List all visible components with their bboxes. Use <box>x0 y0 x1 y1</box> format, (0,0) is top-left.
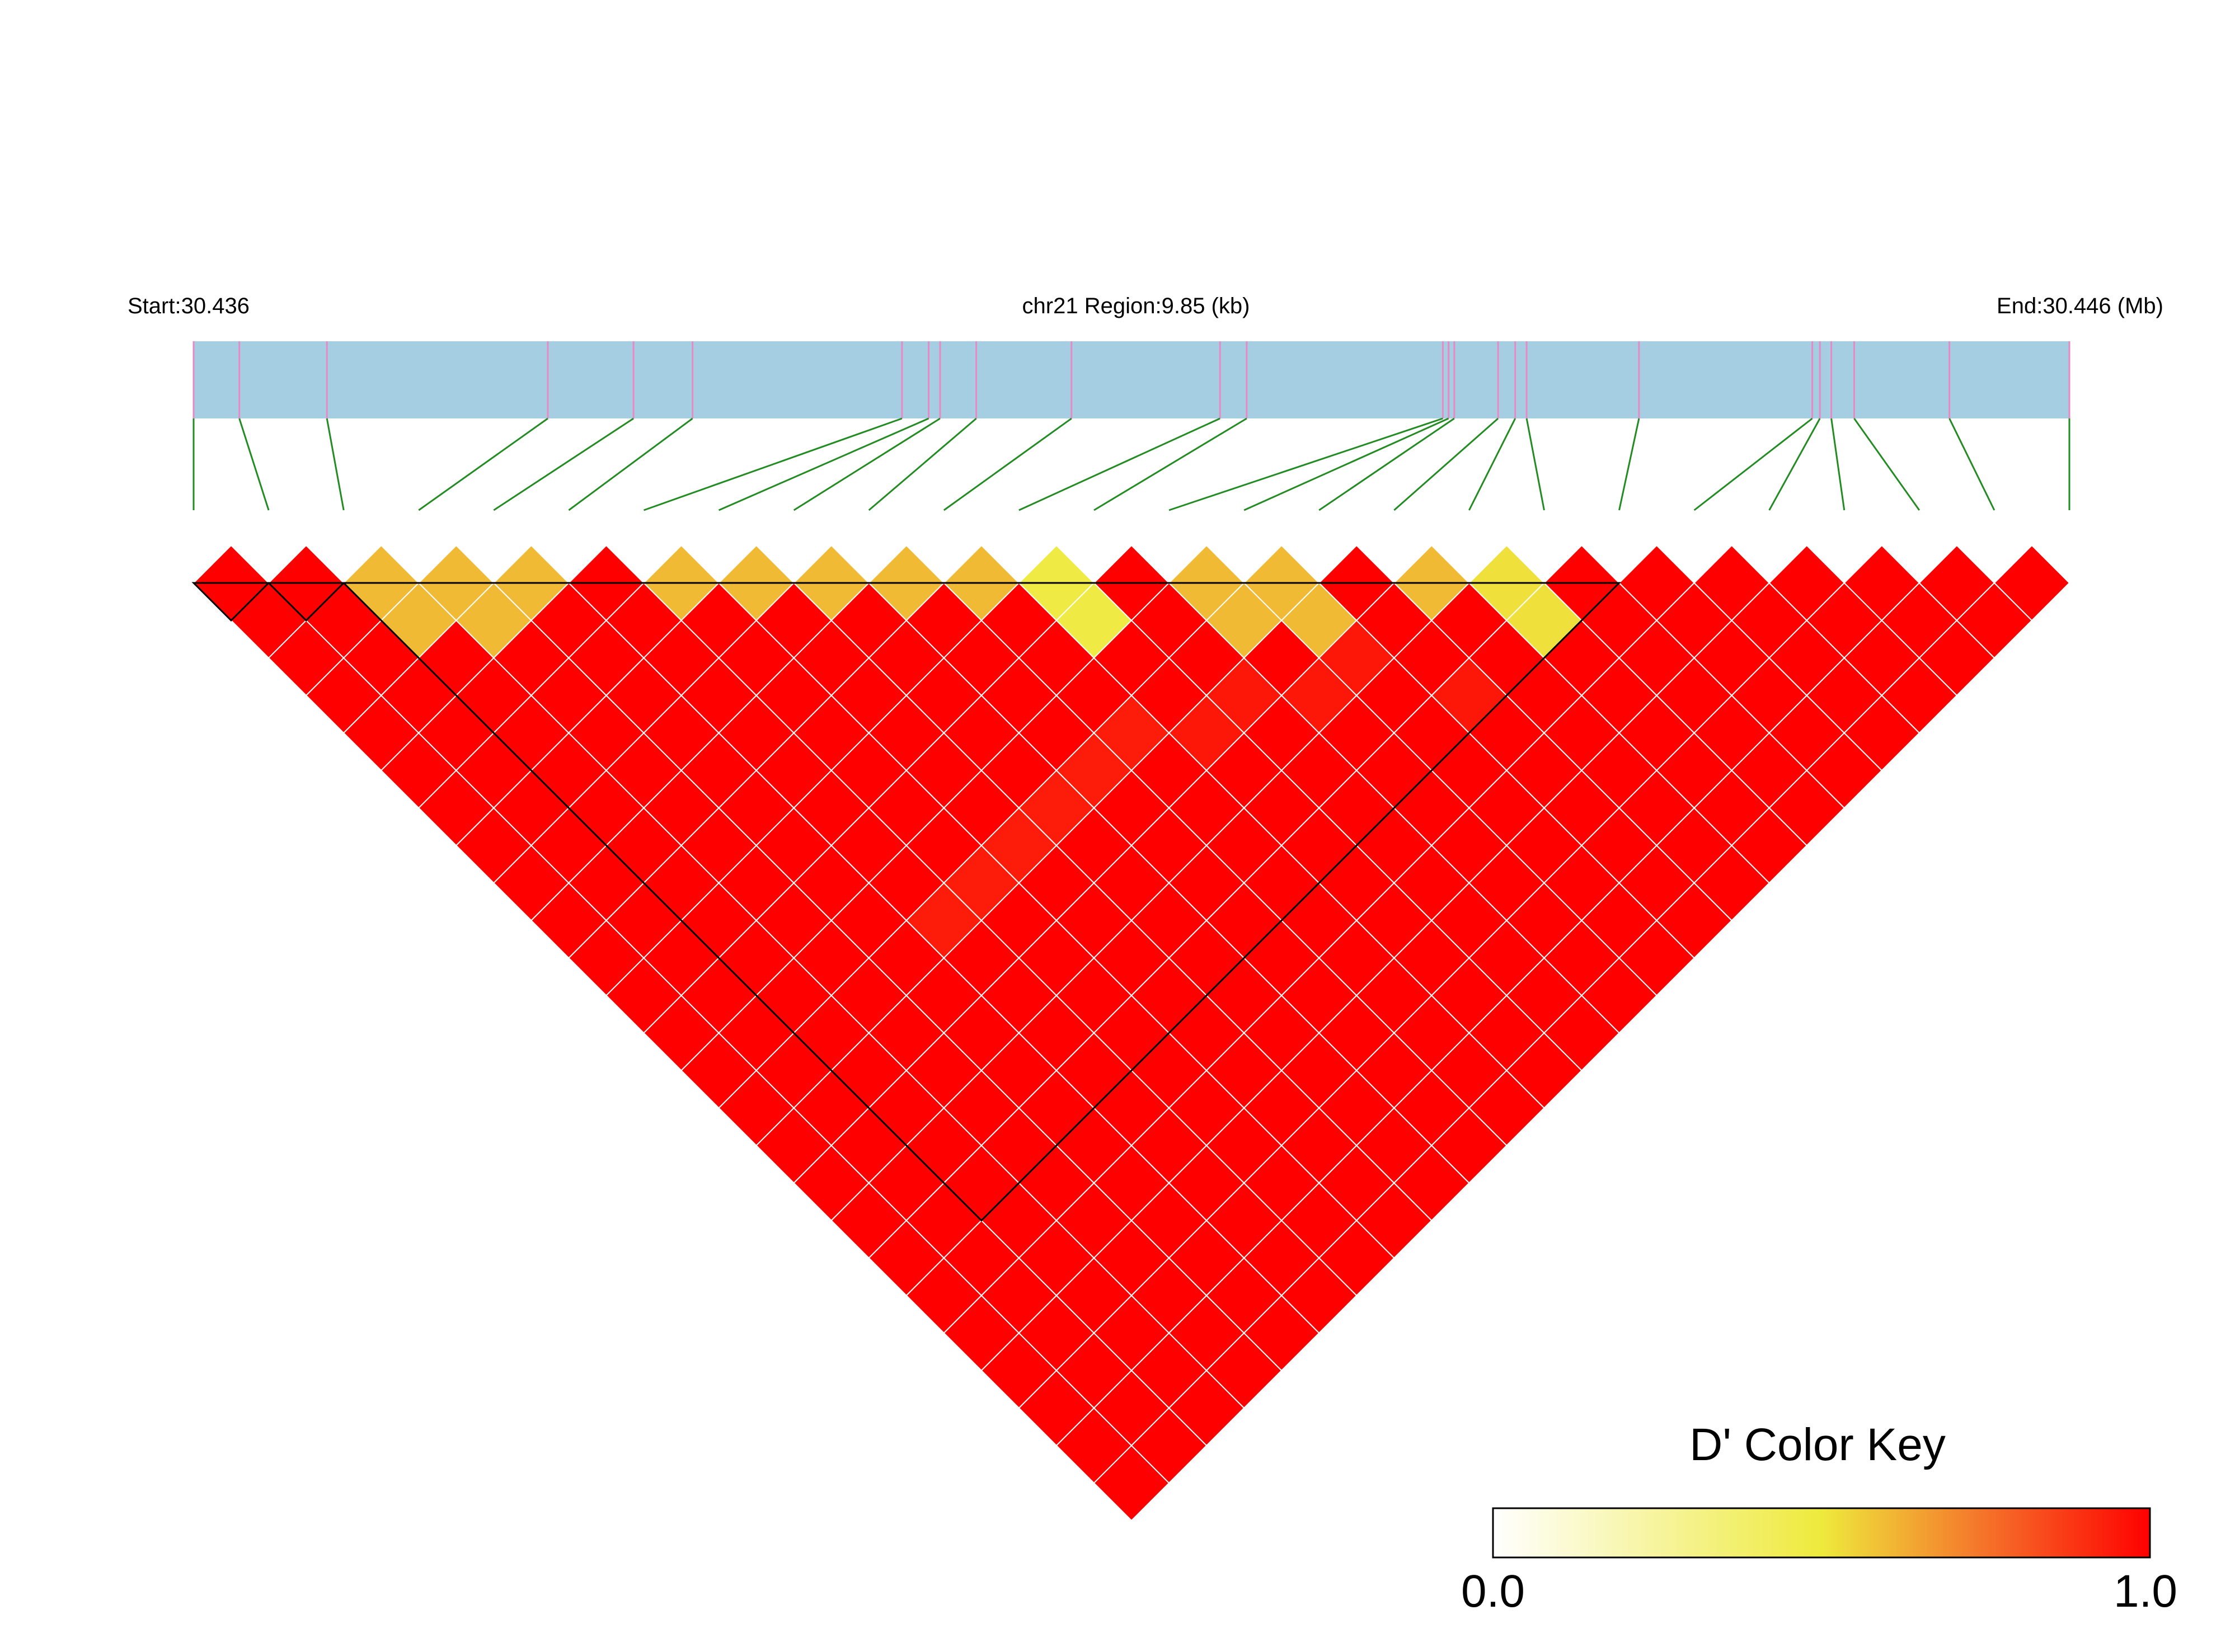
snp-connector <box>1618 418 1640 511</box>
snp-connector <box>238 418 270 511</box>
snp-connector <box>1093 417 1247 511</box>
snp-connector <box>493 417 634 511</box>
snp-connector <box>1525 418 1545 511</box>
region-bar <box>194 341 2069 418</box>
color-key-bar <box>1492 1507 2151 1559</box>
ld-cell <box>1993 544 2070 622</box>
snp-connector <box>1168 417 1443 511</box>
ld-block-outline <box>266 582 346 622</box>
snp-connector <box>718 417 929 511</box>
color-key-max-label: 1.0 <box>2114 1566 2177 1617</box>
snp-connector <box>1318 417 1455 511</box>
color-key-title: D' Color Key <box>1689 1419 1946 1470</box>
ld-cells <box>192 544 2070 1522</box>
snp-connector <box>1693 417 1813 511</box>
snp-connector <box>1768 418 1821 511</box>
snp-connector <box>1948 418 1995 511</box>
snp-connector <box>1830 418 1846 511</box>
snp-connector <box>1468 418 1516 511</box>
region-header: Start:30.436 chr21 Region:9.85 (kb) End:… <box>128 294 2163 318</box>
snp-connector <box>1018 417 1220 511</box>
ld-block-outline <box>191 582 271 622</box>
snp-connector <box>418 417 548 511</box>
snp-connectors <box>192 417 2070 511</box>
snp-position-ticks <box>192 341 2070 418</box>
color-key: D' Color Key 0.0 1.0 <box>1461 1419 2177 1617</box>
color-key-min-label: 0.0 <box>1461 1566 1525 1617</box>
snp-connector <box>1243 417 1449 511</box>
snp-connector <box>793 417 941 511</box>
snp-connector <box>568 417 693 511</box>
ld-block-outline <box>341 582 1622 1222</box>
snp-connector <box>868 417 977 511</box>
snp-connector <box>643 417 903 511</box>
snp-connector <box>326 418 345 511</box>
end-label: End:30.446 (Mb) <box>1997 294 2163 318</box>
snp-connector <box>1393 417 1499 511</box>
region-label: chr21 Region:9.85 (kb) <box>1022 294 1250 318</box>
ld-block-outlines <box>191 582 1622 1222</box>
snp-connector <box>943 417 1072 511</box>
snp-connector <box>1853 418 1921 511</box>
start-label: Start:30.436 <box>128 294 250 318</box>
